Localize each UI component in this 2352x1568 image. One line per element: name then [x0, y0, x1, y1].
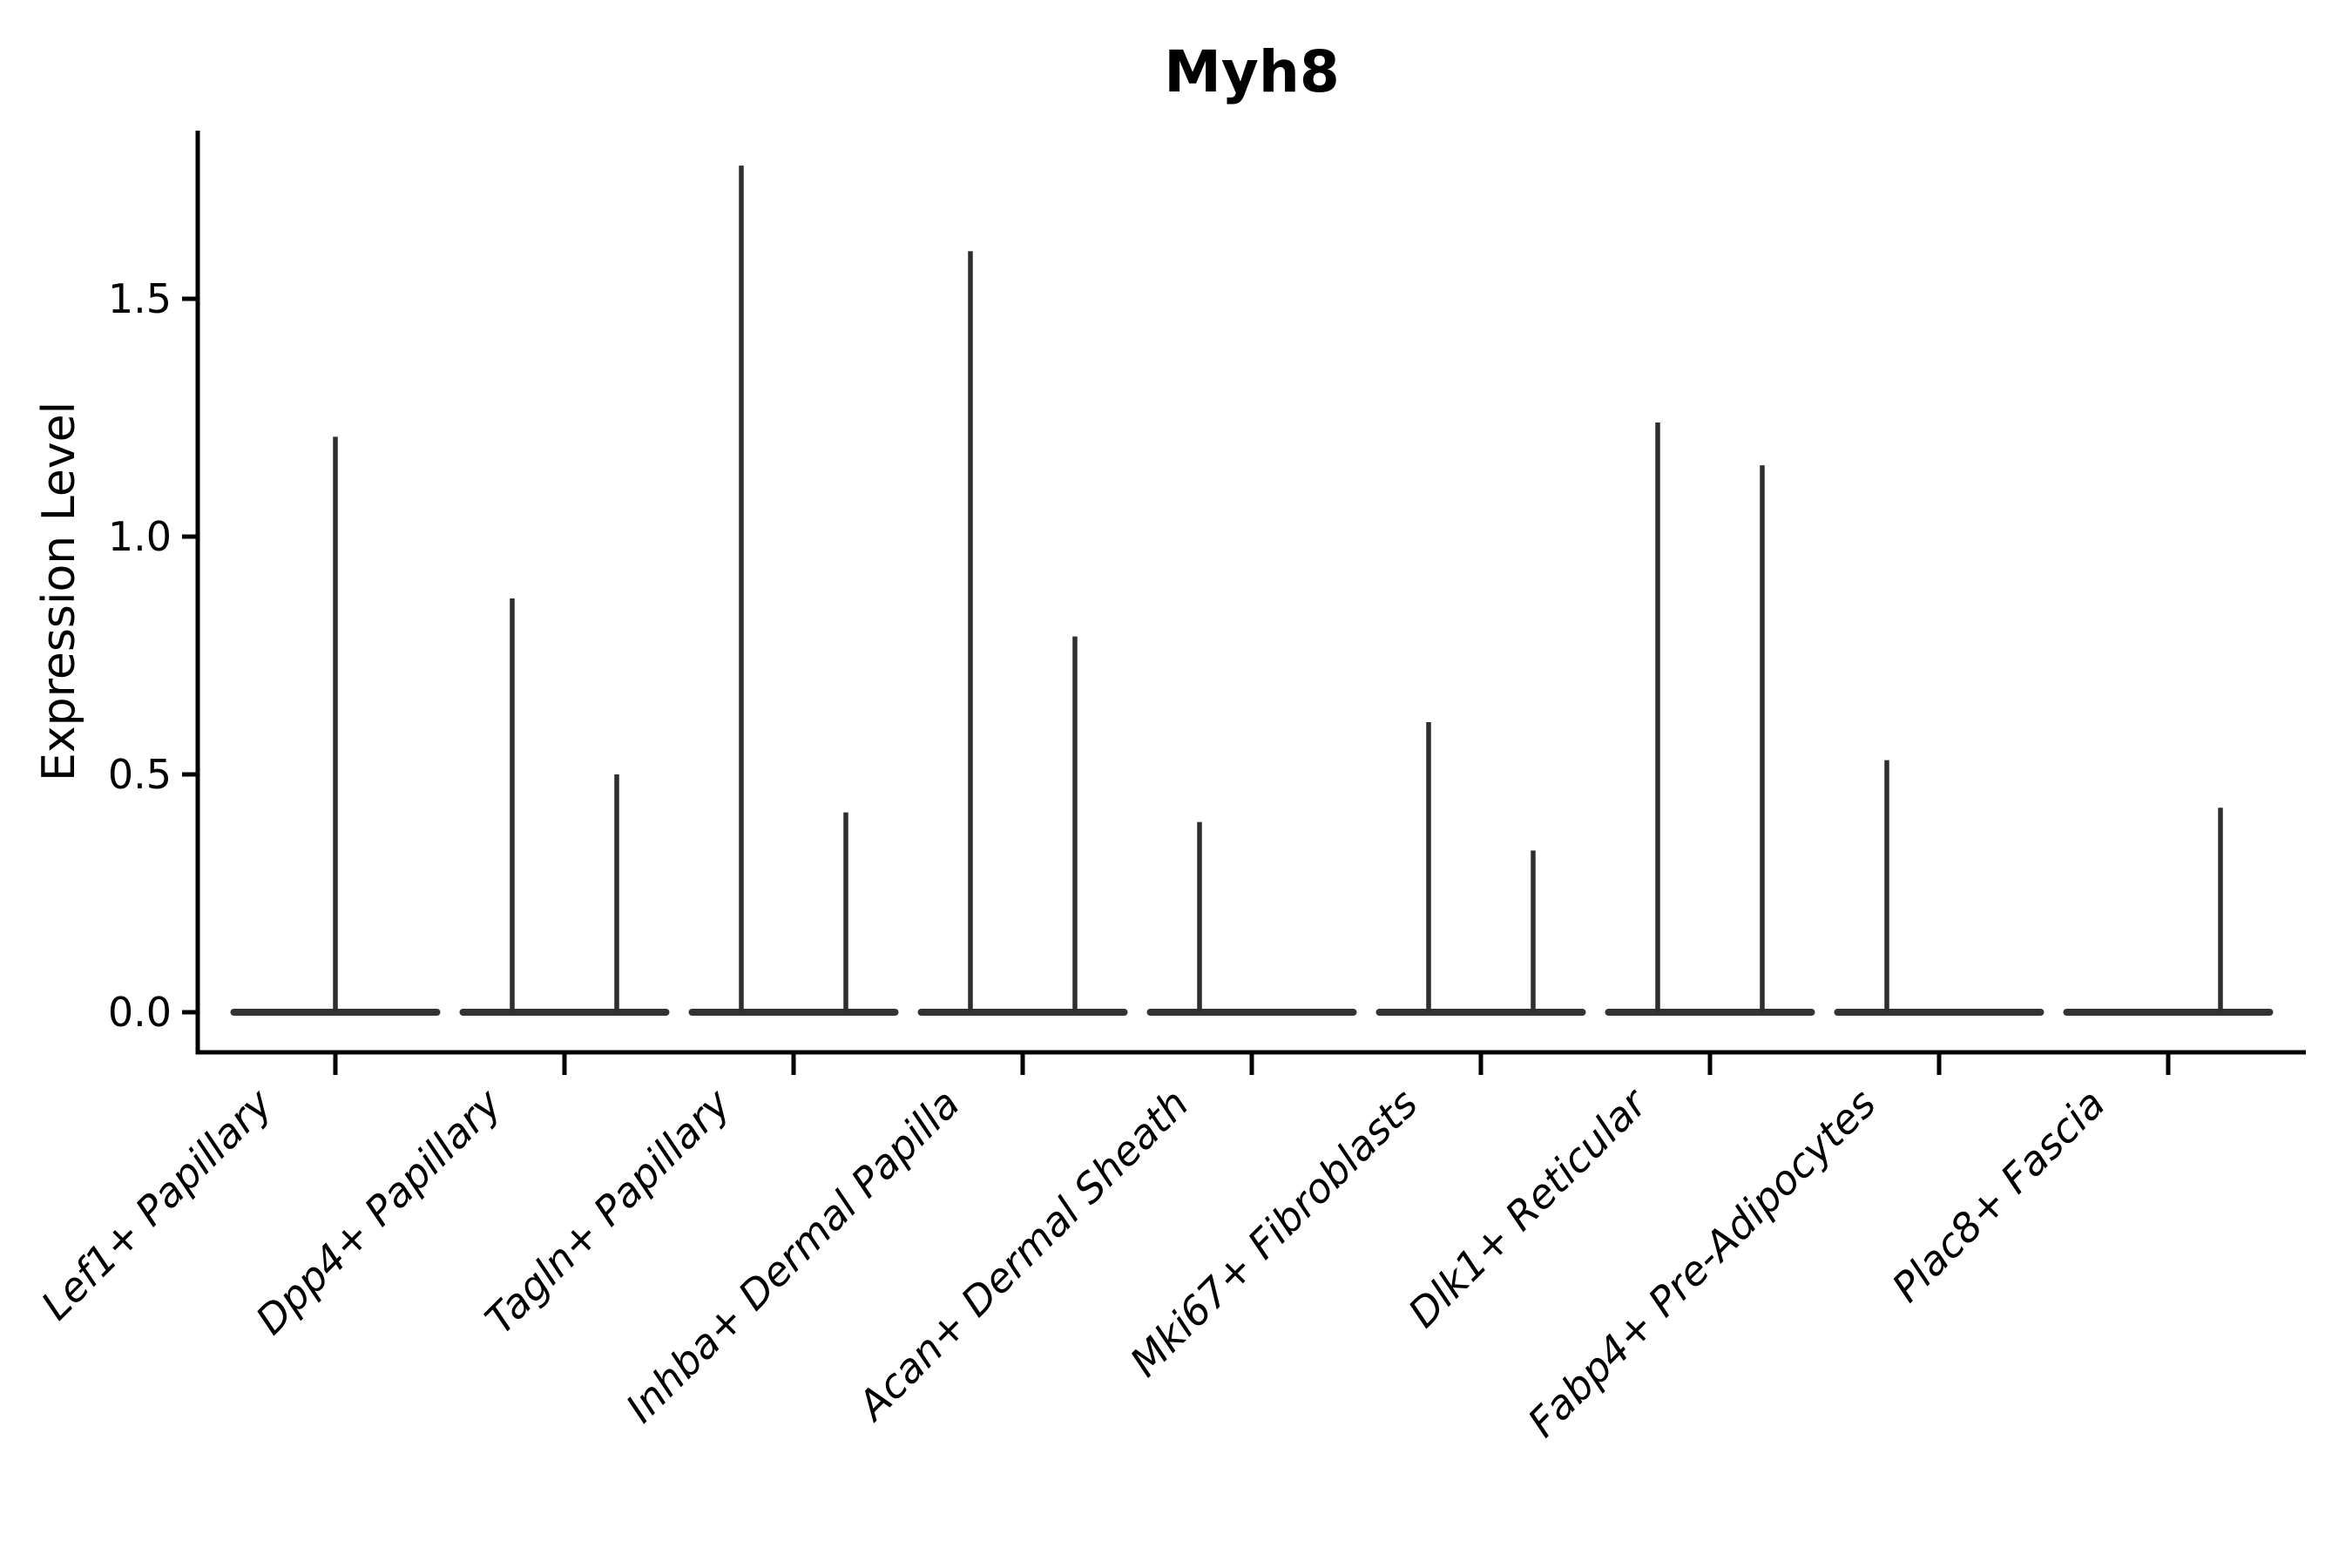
- violin-baseline: [917, 1009, 1128, 1016]
- y-tick-label: 1.5: [108, 275, 172, 322]
- x-tick-label: Tagln+ Papillary: [476, 1079, 740, 1343]
- violin-baseline: [1605, 1009, 1815, 1016]
- x-tick-label: Plac8+ Fascia: [1882, 1080, 2113, 1311]
- violin-baseline: [688, 1009, 899, 1016]
- y-axis-label: Expression Level: [33, 402, 85, 781]
- y-axis-ticks: 0.0 0.5 1.0 1.5: [108, 275, 198, 1036]
- x-tick-label: Dlk1+ Reticular: [1399, 1078, 1658, 1336]
- x-tick-label: Lef1+ Papillary: [32, 1079, 281, 1328]
- violin-baseline: [1146, 1009, 1357, 1016]
- violins: [230, 166, 2274, 1016]
- x-tick-label: Dpp4+ Papillary: [247, 1079, 510, 1343]
- violin-baseline: [459, 1009, 670, 1016]
- chart-title: Myh8: [1164, 38, 1340, 105]
- y-tick-label: 1.0: [108, 513, 172, 560]
- y-tick-label: 0.0: [108, 989, 172, 1036]
- violin-baseline: [1375, 1009, 1586, 1016]
- violin-baseline: [2063, 1009, 2274, 1016]
- y-tick-label: 0.5: [108, 751, 172, 798]
- violin-baseline: [1834, 1009, 2044, 1016]
